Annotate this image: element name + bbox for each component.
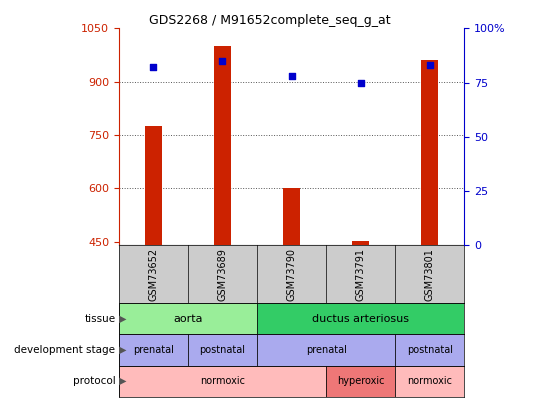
Text: hyperoxic: hyperoxic <box>337 376 384 386</box>
Text: postnatal: postnatal <box>407 345 453 355</box>
Text: ▶: ▶ <box>119 376 126 386</box>
Text: GSM73689: GSM73689 <box>218 248 227 301</box>
Bar <box>257 303 464 334</box>
Text: GSM73652: GSM73652 <box>148 248 158 301</box>
Bar <box>352 241 369 245</box>
Bar <box>421 60 438 245</box>
Bar <box>395 334 464 366</box>
Point <box>426 62 434 68</box>
Text: ▶: ▶ <box>119 313 126 324</box>
Bar <box>214 46 231 245</box>
Bar <box>326 366 395 397</box>
Text: GSM73801: GSM73801 <box>425 248 435 301</box>
Text: aorta: aorta <box>173 313 202 324</box>
Text: normoxic: normoxic <box>407 376 453 386</box>
Bar <box>119 366 326 397</box>
Text: GSM73791: GSM73791 <box>356 248 366 301</box>
Text: normoxic: normoxic <box>200 376 245 386</box>
Bar <box>119 334 188 366</box>
Bar <box>257 334 395 366</box>
Bar <box>283 188 300 245</box>
Bar <box>145 126 162 245</box>
Text: protocol: protocol <box>72 376 116 386</box>
Bar <box>395 366 464 397</box>
Text: GSM73790: GSM73790 <box>287 248 296 301</box>
Bar <box>188 334 257 366</box>
Text: postnatal: postnatal <box>199 345 246 355</box>
Text: ductus arteriosus: ductus arteriosus <box>312 313 409 324</box>
Point <box>149 64 158 70</box>
Point <box>287 73 296 79</box>
Text: ▶: ▶ <box>119 345 126 355</box>
Text: prenatal: prenatal <box>133 345 174 355</box>
Bar <box>119 303 257 334</box>
Text: prenatal: prenatal <box>306 345 347 355</box>
Text: GDS2268 / M91652complete_seq_g_at: GDS2268 / M91652complete_seq_g_at <box>149 14 391 27</box>
Text: development stage: development stage <box>15 345 116 355</box>
Point <box>356 79 365 86</box>
Text: tissue: tissue <box>84 313 116 324</box>
Point <box>218 58 227 64</box>
